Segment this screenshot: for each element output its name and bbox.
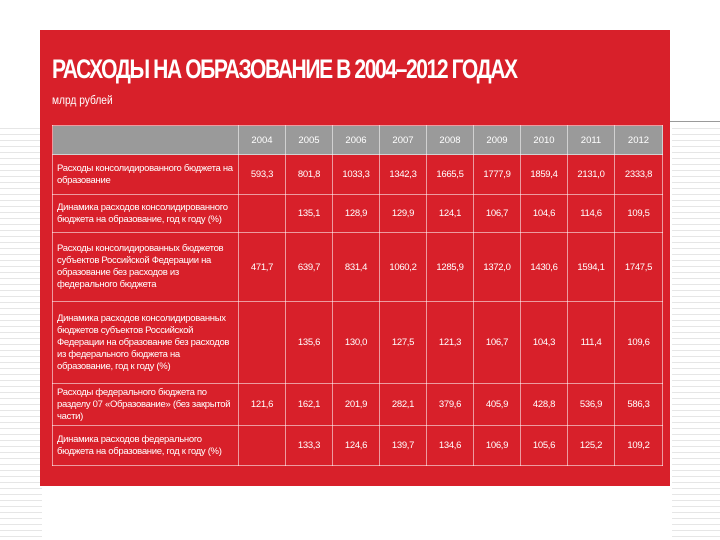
- table-cell: 133,3: [285, 425, 333, 466]
- table-cell: 639,7: [285, 232, 333, 302]
- table-cell: 536,9: [567, 383, 615, 426]
- units-subtitle: млрд рублей: [52, 93, 113, 107]
- table-cell: 1430,6: [520, 232, 568, 302]
- table-cell: [238, 425, 286, 466]
- table-cell: 1594,1: [567, 232, 615, 302]
- table-cell: 1777,9: [473, 154, 521, 195]
- header-row: 2004 2005 2006 2007 2008 2009 2010 2011 …: [52, 125, 663, 155]
- table-cell: 128,9: [332, 194, 380, 233]
- year-header: 2011: [567, 125, 615, 155]
- table-row: Динамика расходов консолидированных бюдж…: [52, 301, 663, 384]
- table-cell: 586,3: [614, 383, 663, 426]
- row-label: Динамика расходов консолидированных бюдж…: [52, 301, 239, 384]
- margin-rule: [670, 121, 720, 122]
- table-cell: 106,7: [473, 301, 521, 384]
- row-label: Динамика расходов консолидированного бюд…: [52, 194, 239, 233]
- table-cell: 106,9: [473, 425, 521, 466]
- year-header: 2004: [238, 125, 286, 155]
- table-cell: 124,1: [426, 194, 474, 233]
- header-corner: [52, 125, 239, 155]
- table-row: Расходы федерального бюджета по разделу …: [52, 383, 663, 426]
- table-cell: 1747,5: [614, 232, 663, 302]
- table-cell: 135,1: [285, 194, 333, 233]
- table-cell: 135,6: [285, 301, 333, 384]
- year-header: 2009: [473, 125, 521, 155]
- table-row: Динамика расходов федерального бюджета н…: [52, 425, 663, 466]
- table-cell: 134,6: [426, 425, 474, 466]
- table-cell: 162,1: [285, 383, 333, 426]
- row-label: Расходы консолидированных бюджетов субъе…: [52, 232, 239, 302]
- row-label: Расходы федерального бюджета по разделу …: [52, 383, 239, 426]
- table-cell: 1060,2: [379, 232, 427, 302]
- table-cell: 379,6: [426, 383, 474, 426]
- table-cell: 471,7: [238, 232, 286, 302]
- page-title: РАСХОДЫ НА ОБРАЗОВАНИЕ В 2004–2012 ГОДАХ: [52, 54, 518, 84]
- spending-table: 2004 2005 2006 2007 2008 2009 2010 2011 …: [52, 125, 663, 466]
- table-cell: 111,4: [567, 301, 615, 384]
- table-cell: 121,6: [238, 383, 286, 426]
- table-cell: 109,2: [614, 425, 663, 466]
- table-cell: 1372,0: [473, 232, 521, 302]
- table-cell: 428,8: [520, 383, 568, 426]
- table-cell: 801,8: [285, 154, 333, 195]
- table-row: Расходы консолидированных бюджетов субъе…: [52, 232, 663, 302]
- table-cell: 114,6: [567, 194, 615, 233]
- table-cell: 109,5: [614, 194, 663, 233]
- margin-lines-left: [0, 128, 42, 538]
- table-row: Расходы консолидированного бюджета на об…: [52, 154, 663, 195]
- table-cell: 121,3: [426, 301, 474, 384]
- table-cell: 139,7: [379, 425, 427, 466]
- table-cell: 129,9: [379, 194, 427, 233]
- table-cell: 1342,3: [379, 154, 427, 195]
- row-label: Расходы консолидированного бюджета на об…: [52, 154, 239, 195]
- year-header: 2010: [520, 125, 568, 155]
- table-cell: 109,6: [614, 301, 663, 384]
- table-cell: 593,3: [238, 154, 286, 195]
- table-cell: 2333,8: [614, 154, 663, 195]
- table-cell: 282,1: [379, 383, 427, 426]
- table-cell: 2131,0: [567, 154, 615, 195]
- year-header: 2012: [614, 125, 663, 155]
- table-cell: 104,6: [520, 194, 568, 233]
- table-cell: [238, 301, 286, 384]
- table-cell: 125,2: [567, 425, 615, 466]
- table-cell: 1285,9: [426, 232, 474, 302]
- table-cell: 124,6: [332, 425, 380, 466]
- table-cell: 106,7: [473, 194, 521, 233]
- margin-lines-right: [672, 128, 720, 538]
- table-cell: 104,3: [520, 301, 568, 384]
- table-cell: 1665,5: [426, 154, 474, 195]
- table-cell: 831,4: [332, 232, 380, 302]
- table-cell: 127,5: [379, 301, 427, 384]
- year-header: 2007: [379, 125, 427, 155]
- table-row: Динамика расходов консолидированного бюд…: [52, 194, 663, 233]
- table-cell: 1033,3: [332, 154, 380, 195]
- table-cell: 405,9: [473, 383, 521, 426]
- table-cell: 1859,4: [520, 154, 568, 195]
- year-header: 2005: [285, 125, 333, 155]
- table-cell: 130,0: [332, 301, 380, 384]
- row-label: Динамика расходов федерального бюджета н…: [52, 425, 239, 466]
- table-cell: 201,9: [332, 383, 380, 426]
- year-header: 2008: [426, 125, 474, 155]
- table-cell: 105,6: [520, 425, 568, 466]
- year-header: 2006: [332, 125, 380, 155]
- table-cell: [238, 194, 286, 233]
- education-spending-panel: РАСХОДЫ НА ОБРАЗОВАНИЕ В 2004–2012 ГОДАХ…: [40, 30, 670, 486]
